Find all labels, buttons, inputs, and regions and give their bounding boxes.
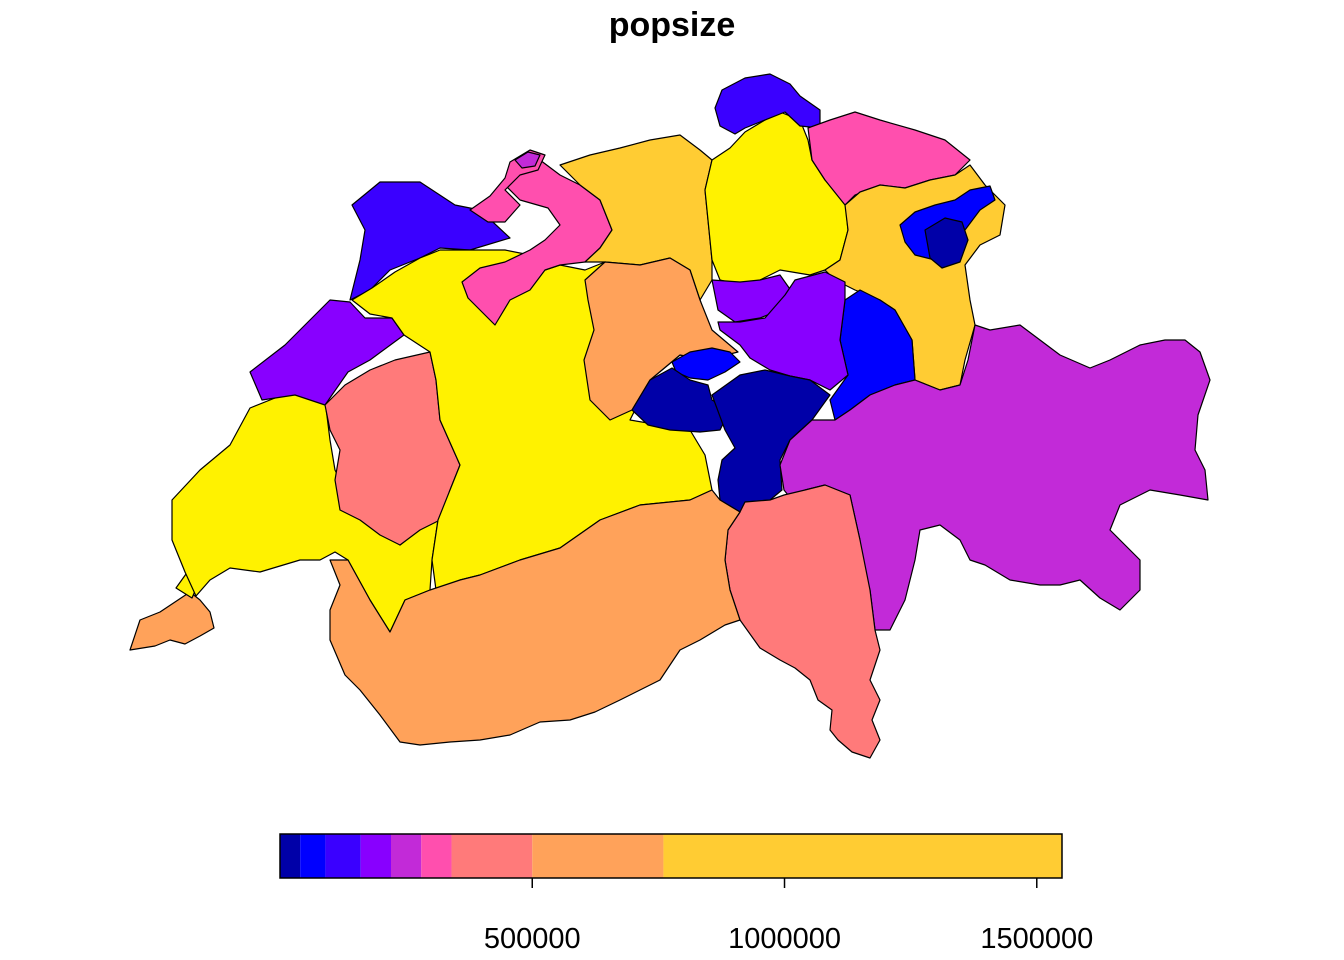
legend-band — [421, 834, 452, 878]
legend-band — [663, 834, 1062, 878]
canton-layer — [129, 73, 1211, 759]
legend-band — [325, 834, 361, 878]
legend-band — [360, 834, 391, 878]
legend-band — [280, 834, 301, 878]
legend-tick-label: 500000 — [484, 923, 581, 955]
canton-aargau[interactable] — [559, 134, 713, 301]
legend-band — [451, 834, 533, 878]
canton-schwyz[interactable] — [717, 271, 849, 391]
legend-frame — [279, 833, 1063, 879]
legend-band — [532, 834, 664, 878]
canton-basel-landschaft[interactable] — [469, 149, 546, 223]
legend-tick-label: 1000000 — [728, 923, 841, 955]
canton-graubunden[interactable] — [779, 324, 1211, 631]
legend-ticks: 500000 1000000 1500000 — [484, 878, 1093, 955]
canton-appenzell-ir[interactable] — [924, 217, 969, 269]
canton-uri[interactable] — [711, 369, 831, 513]
canton-geneve[interactable] — [129, 591, 215, 651]
map-title: popsize — [608, 6, 736, 44]
color-legend: 500000 1000000 1500000 — [279, 833, 1093, 955]
canton-jura[interactable] — [349, 181, 511, 301]
legend-band — [300, 834, 326, 878]
canton-valais[interactable] — [329, 489, 741, 746]
legend-band — [390, 834, 422, 878]
legend-bands — [280, 834, 1062, 878]
legend-tick-label: 1500000 — [980, 923, 1093, 955]
canton-basel-stadt[interactable] — [514, 151, 541, 169]
canton-ticino[interactable] — [724, 484, 881, 759]
